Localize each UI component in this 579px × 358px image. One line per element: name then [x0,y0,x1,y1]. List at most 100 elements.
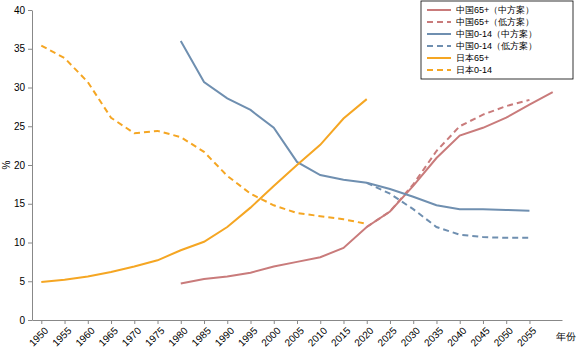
legend-swatch [427,57,451,59]
x-tick: 2005 [282,320,306,348]
x-tick-mark [181,320,182,324]
x-tick-mark [413,320,414,324]
y-tick-label: 15 [14,198,26,209]
x-tick: 1975 [143,320,167,348]
x-tick-label: 2005 [282,325,306,349]
legend-label: 日本65+ [456,53,489,63]
x-tick-mark [297,320,298,324]
x-tick: 2055 [515,320,539,348]
x-tick-mark [88,320,89,324]
series-line [181,92,553,283]
x-tick: 1970 [120,320,144,348]
x-axis-title: 年份 [556,331,576,342]
x-tick-label: 2040 [445,325,469,349]
x-tick: 2000 [259,320,283,348]
x-tick-mark [204,320,205,324]
x-tick-mark [343,320,344,324]
legend-swatch [427,69,451,71]
x-tick: 1985 [189,320,213,348]
legend-label: 中国65+（低方案） [456,17,534,27]
x-tick: 1960 [73,320,97,348]
x-tick-mark [529,320,530,324]
x-tick-mark [134,320,135,324]
legend-swatch [427,33,451,35]
y-axis-title: % [1,160,12,169]
x-tick: 1980 [166,320,190,348]
y-tick-mark [28,88,32,89]
x-tick-mark [320,320,321,324]
y-tick: 5 [19,276,32,287]
series-line [367,183,530,238]
x-tick-mark [483,320,484,324]
x-tick-label: 1995 [236,325,260,349]
x-tick-mark [227,320,228,324]
x-tick-label: 1990 [213,325,237,349]
x-tick-label: 2045 [468,325,492,349]
legend-swatch [427,21,451,23]
x-tick-label: 2030 [399,325,423,349]
x-tick-label: 1975 [143,325,167,349]
x-tick-mark [506,320,507,324]
x-tick-label: 2020 [352,325,376,349]
y-tick: 20 [14,160,32,171]
x-tick-mark [390,320,391,324]
x-tick-label: 1960 [73,325,97,349]
x-tick: 2040 [445,320,469,348]
x-axis: 1950195519601965197019751980198519901995… [27,320,563,348]
x-tick-label: 1955 [50,325,74,349]
series-line [41,99,366,282]
y-tick-mark [28,320,32,321]
x-tick-mark [65,320,66,324]
y-axis-line [32,11,33,321]
x-tick: 1995 [236,320,260,348]
x-tick: 1990 [213,320,237,348]
y-tick: 40 [14,5,32,16]
x-tick: 2035 [422,320,446,348]
y-tick: 25 [14,121,32,132]
y-tick-mark [28,126,32,127]
x-tick-mark [41,320,42,324]
legend: 中国65+（中方案）中国65+（低方案）中国0-14（中方案）中国0-14（低方… [421,1,573,79]
x-tick: 1965 [97,320,121,348]
legend-label: 中国0-14（低方案） [456,41,537,51]
x-tick: 2020 [352,320,376,348]
y-tick: 30 [14,82,32,93]
x-tick-label: 2035 [422,325,446,349]
chart-container: 0510152025303540195019551960196519701975… [0,0,579,358]
x-tick-mark [367,320,368,324]
chart-svg: 0510152025303540195019551960196519701975… [0,0,579,358]
x-tick-mark [111,320,112,324]
y-tick-mark [28,204,32,205]
x-tick-label: 2000 [259,325,283,349]
x-tick-mark [251,320,252,324]
legend-swatch [427,9,451,11]
y-tick-label: 35 [14,43,26,54]
y-axis: 0 5 10 15 20 25 30 35 40 [14,5,33,326]
x-tick-label: 2015 [329,325,353,349]
x-tick: 2030 [399,320,423,348]
legend-swatch [427,45,451,47]
series-line [181,41,530,211]
y-tick-label: 25 [14,121,26,132]
y-tick-mark [28,281,32,282]
y-tick-mark [28,243,32,244]
x-tick-label: 2025 [375,325,399,349]
x-tick-label: 1965 [97,325,121,349]
y-tick-label: 20 [14,160,26,171]
x-tick-mark [158,320,159,324]
x-tick: 2050 [492,320,516,348]
y-tick-label: 40 [14,5,26,16]
y-tick-label: 0 [19,315,25,326]
x-tick: 2015 [329,320,353,348]
y-tick: 15 [14,198,32,209]
x-tick: 1955 [50,320,74,348]
y-tick-label: 5 [19,276,25,287]
y-tick-label: 10 [14,237,26,248]
x-tick-label: 1985 [189,325,213,349]
x-tick: 2025 [375,320,399,348]
x-tick-mark [274,320,275,324]
y-tick-mark [28,49,32,50]
legend-label: 日本0-14 [456,65,492,75]
y-tick: 35 [14,43,32,54]
x-tick-mark [436,320,437,324]
